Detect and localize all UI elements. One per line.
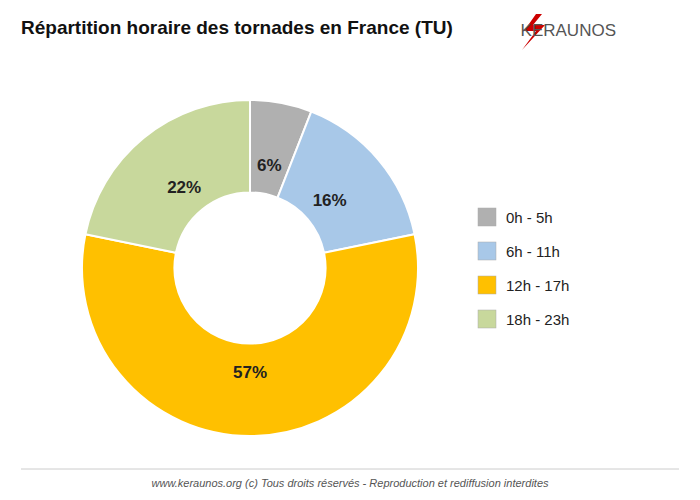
data-label: 22% xyxy=(167,178,201,197)
donut-slice xyxy=(82,234,418,436)
logo-text: KERAUNOS xyxy=(521,21,616,40)
background xyxy=(0,0,700,500)
donut xyxy=(82,100,418,436)
legend-label: 12h - 17h xyxy=(506,277,569,294)
legend-swatch xyxy=(478,310,496,328)
data-label: 57% xyxy=(233,363,267,382)
data-label: 6% xyxy=(257,156,282,175)
data-labels: 6% 16% 57% 22% xyxy=(167,156,347,382)
legend-label: 0h - 5h xyxy=(506,209,553,226)
legend-label: 18h - 23h xyxy=(506,311,569,328)
legend: 0h - 5h 6h - 11h 12h - 17h 18h - 23h xyxy=(478,208,569,328)
donut-slice xyxy=(278,112,415,253)
title: Répartition horaire des tornades en Fran… xyxy=(21,17,453,38)
legend-label: 6h - 11h xyxy=(506,243,560,260)
chart: Répartition horaire des tornades en Fran… xyxy=(0,0,700,500)
legend-swatch xyxy=(478,242,496,260)
separator xyxy=(21,469,679,470)
donut-slice xyxy=(85,100,250,253)
data-label: 16% xyxy=(313,191,347,210)
legend-swatch xyxy=(478,276,496,294)
footer: www.keraunos.org (c) Tous droits réservé… xyxy=(152,477,549,489)
logo: KERAUNOS xyxy=(521,14,616,50)
legend-swatch xyxy=(478,208,496,226)
